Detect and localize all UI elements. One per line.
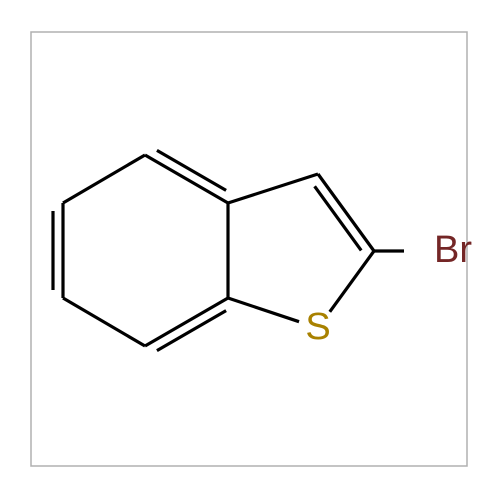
bond: [145, 155, 228, 203]
bond: [157, 311, 226, 351]
atom-label-s: S: [305, 306, 330, 348]
bond: [63, 298, 145, 346]
bond: [228, 174, 318, 203]
molecule-canvas: S Br: [0, 0, 500, 500]
bond: [330, 251, 374, 312]
bond: [157, 150, 226, 190]
bond: [315, 186, 362, 250]
bond: [145, 298, 228, 346]
atom-label-br: Br: [434, 229, 472, 271]
image-frame: [31, 32, 467, 466]
bond: [318, 174, 374, 251]
bond: [63, 155, 145, 203]
bond: [228, 298, 299, 322]
